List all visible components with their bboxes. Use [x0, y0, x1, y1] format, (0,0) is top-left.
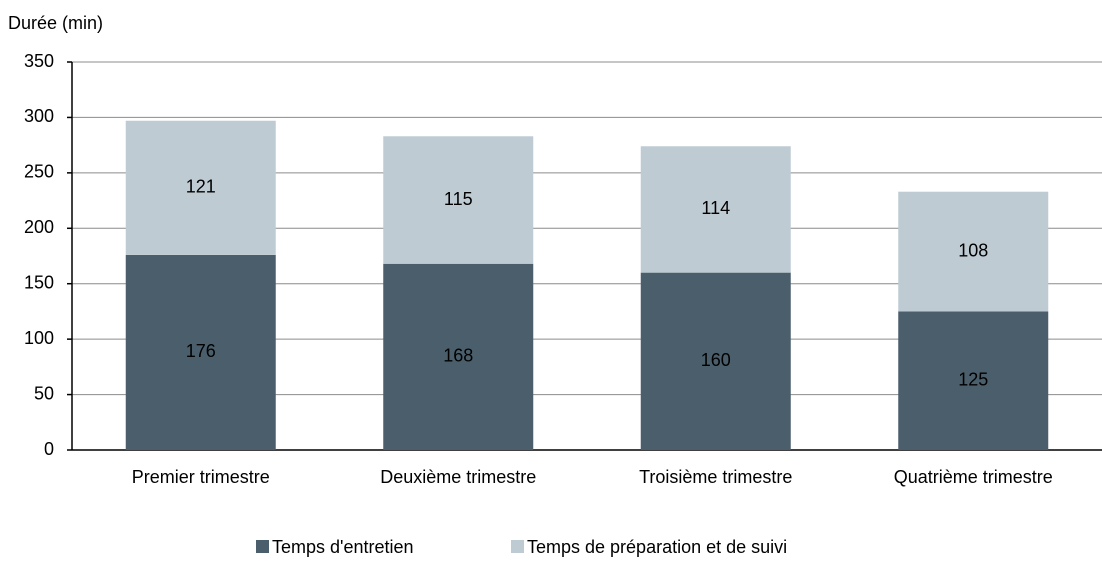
data-label: 115	[444, 189, 473, 209]
bar-segment	[125, 254, 276, 450]
y-tick-label: 250	[24, 162, 54, 182]
data-label: 160	[701, 350, 731, 370]
x-tick-label: Quatrième trimestre	[894, 467, 1053, 487]
data-label: 176	[186, 341, 216, 361]
data-label: 168	[443, 346, 473, 366]
bar-segment	[125, 120, 276, 255]
bar-segment	[383, 136, 534, 264]
y-tick-label: 300	[24, 106, 54, 126]
legend-label: Temps de préparation et de suivi	[527, 537, 787, 557]
bar-segment	[640, 272, 791, 450]
data-label: 114	[701, 198, 730, 218]
x-tick-label: Troisième trimestre	[639, 467, 792, 487]
bar-segment	[640, 146, 791, 273]
y-tick-label: 100	[24, 328, 54, 348]
bar-segment	[898, 191, 1049, 312]
y-tick-label: 0	[44, 439, 54, 459]
legend-swatch	[511, 540, 524, 553]
x-tick-label: Premier trimestre	[132, 467, 270, 487]
bar-segment	[898, 311, 1049, 450]
data-label: 108	[958, 240, 988, 260]
y-tick-label: 50	[34, 383, 54, 403]
y-axis-label: Durée (min)	[8, 13, 103, 33]
x-tick-label: Deuxième trimestre	[380, 467, 536, 487]
data-label: 125	[958, 369, 988, 389]
bar-segment	[383, 263, 534, 450]
legend-label: Temps d'entretien	[272, 537, 414, 557]
legend-swatch	[256, 540, 269, 553]
y-tick-label: 350	[24, 51, 54, 71]
y-tick-label: 200	[24, 217, 54, 237]
y-tick-label: 150	[24, 272, 54, 292]
data-label: 121	[186, 177, 216, 197]
